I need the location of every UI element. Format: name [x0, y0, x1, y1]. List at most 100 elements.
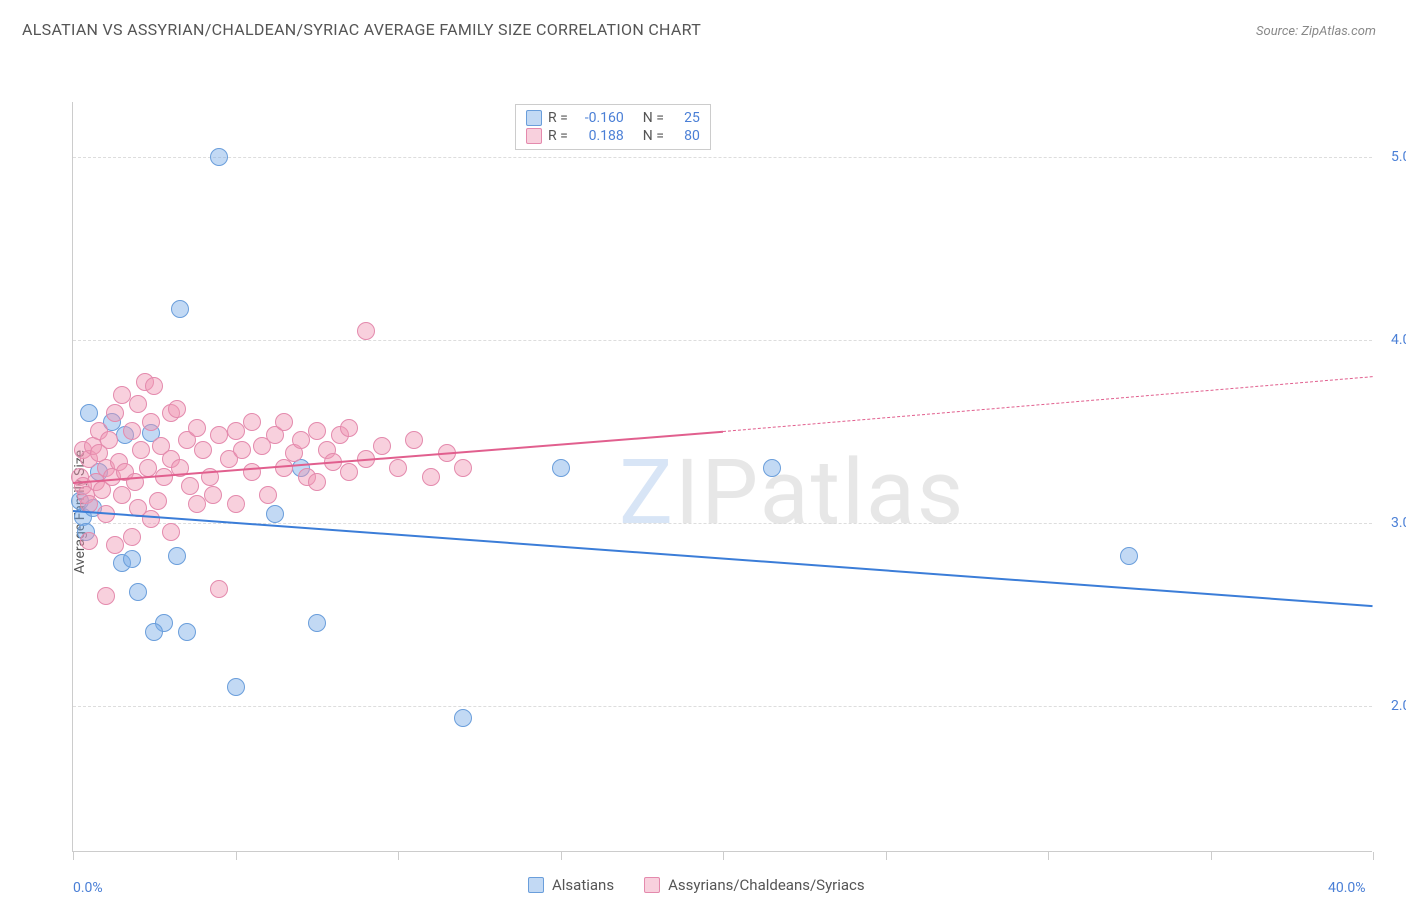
legend-swatch: [526, 128, 542, 144]
scatter-point-series2: [243, 413, 261, 431]
scatter-point-series2: [308, 473, 326, 491]
scatter-point-series2: [188, 495, 206, 513]
y-tick-label: 3.00: [1391, 515, 1406, 531]
r-label: R =: [548, 128, 568, 144]
n-value: 25: [670, 110, 700, 126]
x-tick: [886, 852, 887, 860]
scatter-point-series2: [100, 431, 118, 449]
scatter-point-series2: [454, 459, 472, 477]
scatter-point-series2: [233, 441, 251, 459]
chart-area: Average Family Size ZIPatlas 2.003.004.0…: [22, 102, 1386, 922]
x-tick: [1048, 852, 1049, 860]
scatter-point-series2: [149, 492, 167, 510]
scatter-point-series2: [132, 441, 150, 459]
scatter-point-series2: [113, 386, 131, 404]
scatter-point-series2: [97, 587, 115, 605]
series-legend: Alsatians Assyrians/Chaldeans/Syriacs: [528, 876, 865, 894]
scatter-point-series2: [340, 419, 358, 437]
watermark-rest: IPatlas: [675, 440, 965, 545]
legend-row: R =-0.160 N =25: [526, 109, 700, 127]
scatter-point-series1: [227, 678, 245, 696]
scatter-point-series2: [162, 523, 180, 541]
n-label: N =: [643, 128, 664, 144]
scatter-point-series2: [106, 404, 124, 422]
trendline: [723, 376, 1373, 432]
scatter-point-series2: [210, 580, 228, 598]
scatter-point-series1: [145, 623, 163, 641]
legend-swatch: [644, 877, 660, 893]
scatter-point-series1: [454, 709, 472, 727]
scatter-point-series2: [123, 422, 141, 440]
scatter-point-series2: [123, 528, 141, 546]
watermark: ZIPatlas: [619, 440, 965, 545]
scatter-point-series1: [552, 459, 570, 477]
x-tick: [73, 852, 74, 860]
n-value: 80: [670, 128, 700, 144]
scatter-point-series2: [422, 468, 440, 486]
trendline: [73, 510, 1373, 607]
scatter-point-series2: [227, 495, 245, 513]
scatter-point-series2: [194, 441, 212, 459]
scatter-point-series2: [204, 486, 222, 504]
scatter-point-series2: [405, 431, 423, 449]
scatter-point-series1: [1120, 547, 1138, 565]
x-axis-max-label: 40.0%: [1328, 880, 1366, 896]
r-value: 0.188: [574, 128, 624, 144]
watermark-z: Z: [619, 440, 675, 545]
scatter-point-series2: [142, 413, 160, 431]
scatter-point-series1: [80, 404, 98, 422]
scatter-point-series1: [129, 583, 147, 601]
scatter-point-series2: [308, 422, 326, 440]
legend-label: Alsatians: [552, 876, 614, 894]
r-label: R =: [548, 110, 568, 126]
scatter-point-series2: [188, 419, 206, 437]
chart-title: ALSATIAN VS ASSYRIAN/CHALDEAN/SYRIAC AVE…: [22, 20, 701, 39]
scatter-point-series1: [171, 300, 189, 318]
x-tick: [561, 852, 562, 860]
scatter-point-series2: [292, 431, 310, 449]
x-tick: [236, 852, 237, 860]
legend-item: Assyrians/Chaldeans/Syriacs: [644, 876, 865, 894]
y-tick-label: 4.00: [1391, 332, 1406, 348]
scatter-point-series2: [373, 437, 391, 455]
scatter-point-series2: [210, 426, 228, 444]
scatter-point-series1: [178, 623, 196, 641]
scatter-point-series2: [145, 377, 163, 395]
scatter-point-series1: [210, 148, 228, 166]
scatter-point-series2: [340, 463, 358, 481]
r-value: -0.160: [574, 110, 624, 126]
gridline: [73, 157, 1372, 158]
scatter-point-series2: [106, 536, 124, 554]
scatter-point-series2: [80, 532, 98, 550]
legend-row: R = 0.188 N = 80: [526, 127, 700, 145]
legend-swatch: [528, 877, 544, 893]
scatter-point-series2: [259, 486, 277, 504]
gridline: [73, 706, 1372, 707]
x-tick: [398, 852, 399, 860]
scatter-point-series2: [389, 459, 407, 477]
y-tick-label: 5.00: [1391, 149, 1406, 165]
correlation-legend: R = -0.160 N = 25R = 0.188 N = 80: [515, 104, 711, 150]
source-attribution: Source: ZipAtlas.com: [1256, 24, 1376, 39]
scatter-point-series1: [266, 505, 284, 523]
legend-swatch: [526, 110, 542, 126]
scatter-point-series2: [357, 322, 375, 340]
x-tick: [1373, 852, 1374, 860]
scatter-point-series2: [168, 400, 186, 418]
gridline: [73, 340, 1372, 341]
y-tick-label: 2.00: [1391, 698, 1406, 714]
legend-item: Alsatians: [528, 876, 614, 894]
scatter-point-series1: [308, 614, 326, 632]
scatter-point-series1: [763, 459, 781, 477]
scatter-point-series1: [168, 547, 186, 565]
scatter-point-series2: [129, 395, 147, 413]
scatter-point-series2: [139, 459, 157, 477]
legend-label: Assyrians/Chaldeans/Syriacs: [668, 876, 865, 894]
scatter-point-series2: [227, 422, 245, 440]
x-axis-min-label: 0.0%: [73, 880, 103, 896]
plot-area: ZIPatlas 2.003.004.005.000.0%40.0%R =-0.…: [72, 102, 1372, 852]
scatter-point-series2: [181, 477, 199, 495]
scatter-point-series2: [243, 463, 261, 481]
x-tick: [723, 852, 724, 860]
scatter-point-series1: [123, 550, 141, 568]
